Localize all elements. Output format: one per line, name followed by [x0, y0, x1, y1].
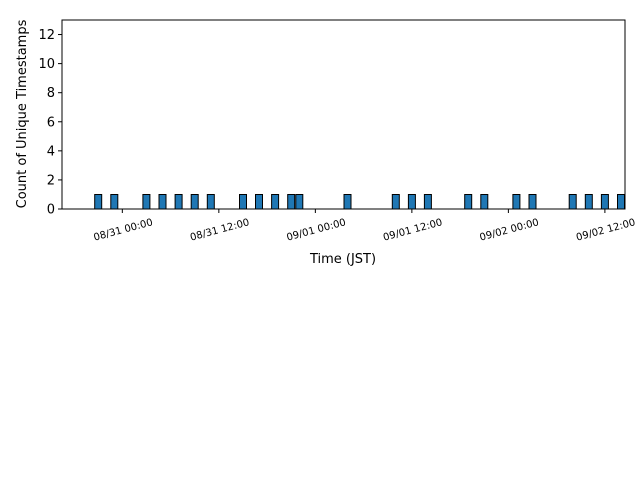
- y-tick-label: 4: [47, 144, 55, 159]
- plot-frame: [61, 19, 626, 210]
- bar: [206, 194, 215, 210]
- bar: [343, 194, 352, 210]
- x-axis-ticks: 08/31 00:00 08/31 12:00 09/01 00:00 09/01 1…: [93, 209, 637, 244]
- x-tick-label: 09/02 00:00: [479, 217, 541, 243]
- y-tick-label: 12: [38, 28, 55, 43]
- bar: [287, 194, 296, 210]
- bar: [271, 194, 280, 210]
- bar: [480, 194, 489, 210]
- bar: [255, 194, 263, 210]
- bar: [391, 194, 400, 210]
- x-tick-label: 08/31 00:00: [93, 217, 155, 243]
- y-tick-label: 8: [47, 86, 55, 101]
- bar: [110, 194, 119, 210]
- y-axis-ticks: 0 2 4 6 8 10 12: [38, 28, 62, 218]
- bar: [295, 194, 304, 210]
- x-axis-label: Time (JST): [309, 252, 376, 267]
- bar: [239, 194, 247, 210]
- x-tick-label: 09/01 12:00: [382, 217, 444, 243]
- bar: [142, 194, 151, 210]
- y-tick-label: 6: [47, 115, 55, 130]
- bar: [174, 194, 183, 210]
- x-tick-label: 08/31 12:00: [189, 217, 251, 243]
- x-tick-label: 09/01 00:00: [286, 217, 348, 243]
- bars-group: [94, 194, 625, 210]
- x-tick-label: 09/02 12:00: [575, 217, 637, 243]
- bar: [423, 194, 432, 210]
- bar: [94, 194, 103, 210]
- y-tick-label: 2: [47, 173, 55, 188]
- y-tick-label: 10: [38, 57, 55, 72]
- bar: [528, 194, 537, 210]
- bar: [600, 194, 609, 210]
- bar: [464, 194, 473, 210]
- y-tick-label: 0: [47, 203, 55, 218]
- y-axis-label: Count of Unique Timestamps: [15, 19, 30, 208]
- bar: [190, 194, 199, 210]
- bar: [617, 194, 625, 210]
- bar: [584, 194, 593, 210]
- bar: [158, 194, 167, 210]
- bar: [407, 194, 416, 210]
- bar: [568, 194, 577, 210]
- bar: [512, 194, 521, 210]
